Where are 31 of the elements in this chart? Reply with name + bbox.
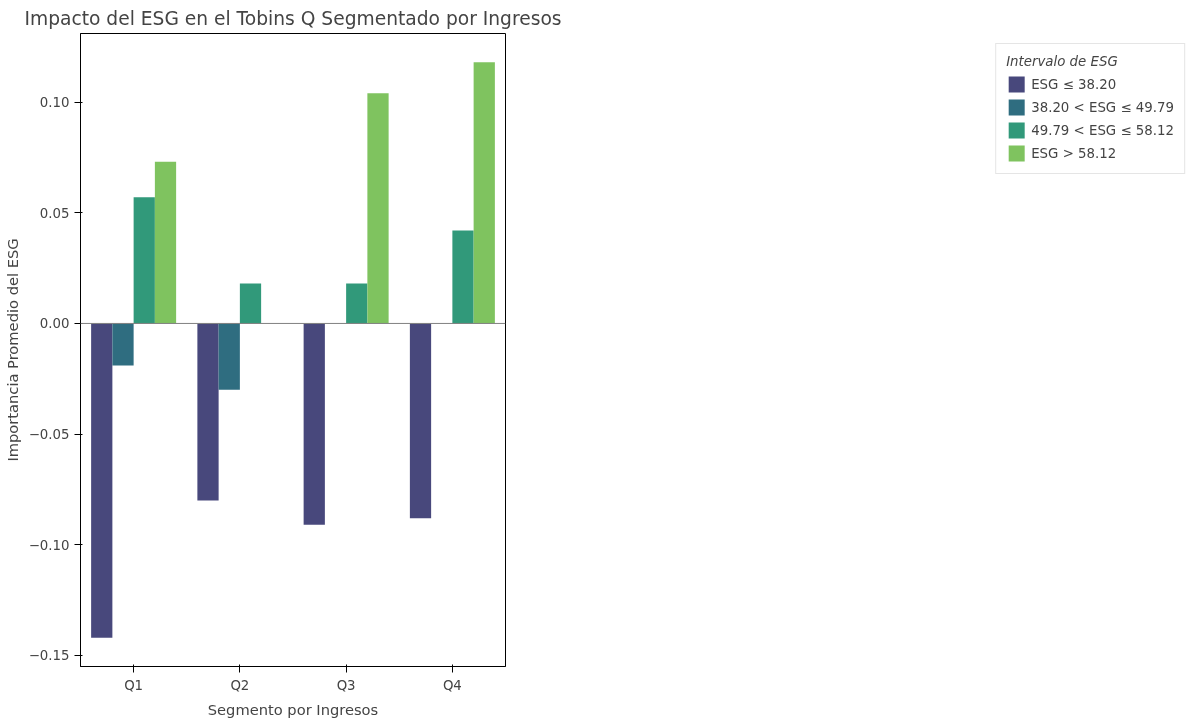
y-tick-label: −0.15 xyxy=(28,648,70,664)
bar xyxy=(218,323,240,390)
bar xyxy=(346,283,368,324)
bar xyxy=(473,62,495,324)
chart-title: Impacto del ESG en el Tobins Q Segmentado por Ingresos xyxy=(24,7,562,29)
legend-label: ESG ≤ 38.20 xyxy=(1031,76,1117,92)
bar xyxy=(303,323,325,525)
x-tick-label: Q1 xyxy=(124,677,144,693)
legend-title: Intervalo de ESG xyxy=(1006,54,1119,69)
x-tick-label: Q3 xyxy=(336,677,356,693)
bar xyxy=(154,161,177,324)
bar xyxy=(133,197,155,324)
legend-label: ESG > 58.12 xyxy=(1031,145,1117,161)
bar xyxy=(91,323,113,638)
bar xyxy=(112,323,134,366)
legend-label: 38.20 < ESG ≤ 49.79 xyxy=(1031,99,1174,115)
y-tick-label: −0.10 xyxy=(28,537,70,553)
bar xyxy=(197,323,219,501)
legend-label: 49.79 < ESG ≤ 58.12 xyxy=(1031,122,1174,138)
x-axis-title: Segmento por Ingresos xyxy=(207,700,379,718)
y-tick-label: 0.00 xyxy=(39,316,70,332)
y-tick-label: 0.05 xyxy=(39,205,70,221)
bar xyxy=(239,283,262,324)
y-tick-label: 0.10 xyxy=(39,95,70,111)
y-axis-title: Importancia Promedio del ESG xyxy=(3,238,21,462)
bar xyxy=(409,323,432,519)
x-tick-label: Q4 xyxy=(442,677,462,693)
x-tick-label: Q2 xyxy=(230,677,250,693)
y-tick-label: −0.05 xyxy=(28,427,70,443)
bar xyxy=(452,230,474,324)
bar xyxy=(367,93,389,324)
